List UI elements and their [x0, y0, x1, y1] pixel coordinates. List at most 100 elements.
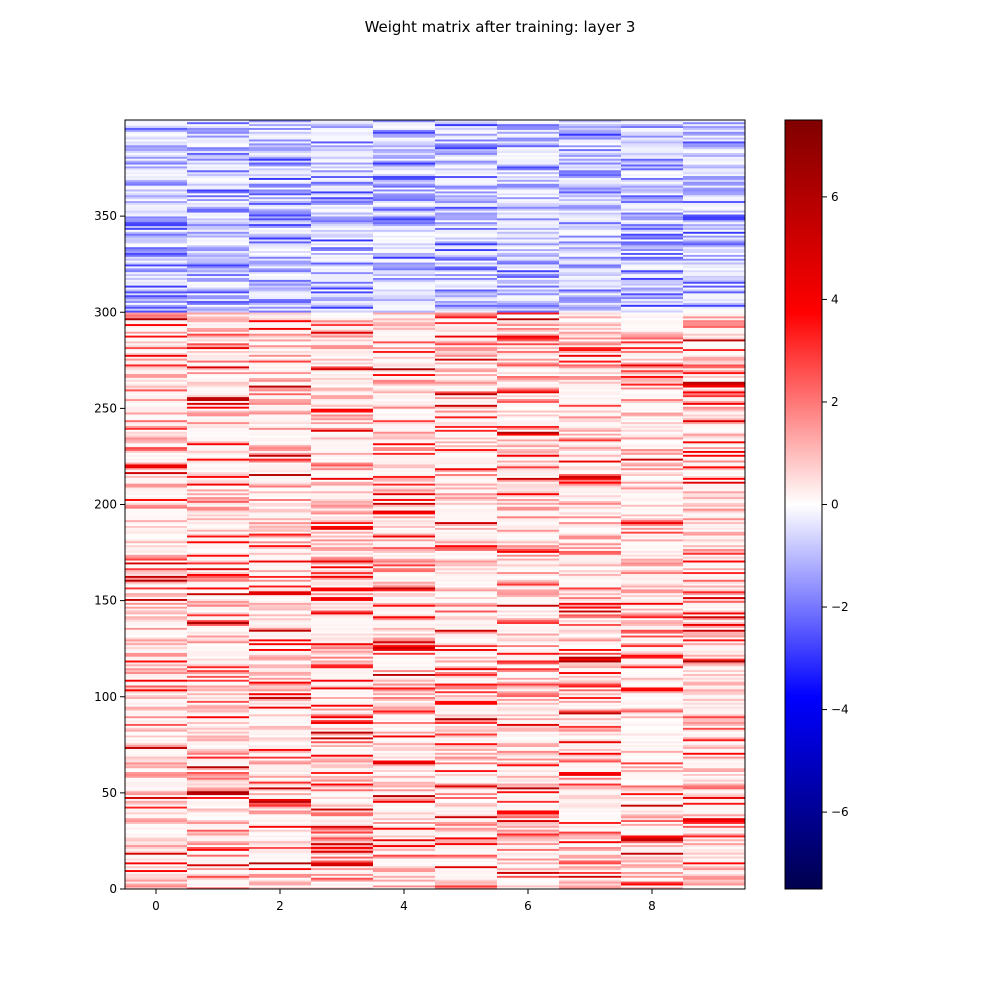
- heatmap-cell: [559, 391, 622, 394]
- heatmap-cell: [187, 250, 250, 253]
- heatmap-cell: [187, 604, 250, 607]
- heatmap-cell: [187, 516, 250, 519]
- heatmap-cell: [435, 519, 498, 523]
- heatmap-cell: [559, 881, 622, 884]
- heatmap-cell: [373, 350, 436, 353]
- heatmap-cell: [497, 683, 560, 686]
- heatmap-cell: [125, 256, 188, 259]
- heatmap-cell: [249, 635, 312, 638]
- heatmap-cell: [125, 429, 188, 432]
- heatmap-cell: [559, 302, 622, 305]
- heatmap-cell: [683, 135, 746, 138]
- heatmap-cell: [683, 396, 746, 400]
- heatmap-cell: [497, 446, 560, 450]
- heatmap-cell: [373, 685, 436, 688]
- heatmap-cell: [435, 489, 498, 492]
- heatmap-cell: [683, 594, 746, 598]
- heatmap-cell: [311, 887, 374, 890]
- heatmap-cell: [497, 210, 560, 213]
- heatmap-cell: [187, 437, 250, 440]
- heatmap-cell: [311, 316, 374, 319]
- heatmap-cell: [683, 879, 746, 882]
- heatmap-cell: [125, 400, 188, 403]
- heatmap-cell: [435, 690, 498, 694]
- heatmap-cell: [497, 373, 560, 376]
- heatmap-cell: [249, 304, 312, 307]
- heatmap-cell: [125, 673, 188, 676]
- heatmap-cell: [621, 719, 684, 723]
- heatmap-cell: [621, 604, 684, 607]
- heatmap-cell: [683, 202, 746, 205]
- heatmap-cell: [621, 789, 684, 792]
- heatmap-cell: [497, 652, 560, 655]
- heatmap-cell: [373, 792, 436, 796]
- heatmap-cell: [249, 492, 312, 496]
- heatmap-cell: [497, 814, 560, 817]
- heatmap-cell: [311, 817, 374, 821]
- heatmap-cell: [435, 389, 498, 392]
- heatmap-cell: [559, 225, 622, 228]
- heatmap-cell: [435, 604, 498, 607]
- heatmap-cell: [435, 808, 498, 811]
- heatmap-cell: [683, 844, 746, 847]
- heatmap-cell: [435, 206, 498, 209]
- heatmap-cell: [311, 702, 374, 705]
- heatmap-cell: [311, 260, 374, 263]
- heatmap-cell: [497, 400, 560, 403]
- heatmap-cell: [621, 773, 684, 776]
- heatmap-cell: [435, 302, 498, 305]
- heatmap-cell: [311, 198, 374, 202]
- heatmap-cell: [683, 608, 746, 611]
- heatmap-cell: [311, 467, 374, 471]
- heatmap-cell: [249, 262, 312, 265]
- heatmap-cell: [311, 412, 374, 415]
- heatmap-cell: [249, 567, 312, 571]
- heatmap-cell: [621, 542, 684, 546]
- heatmap-cell: [249, 523, 312, 526]
- heatmap-cell: [187, 773, 250, 776]
- heatmap-cell: [497, 660, 560, 663]
- heatmap-cell: [187, 144, 250, 148]
- heatmap-cell: [435, 325, 498, 328]
- heatmap-cell: [497, 760, 560, 763]
- heatmap-cell: [559, 648, 622, 651]
- heatmap-cell: [249, 339, 312, 342]
- heatmap-cell: [187, 683, 250, 686]
- heatmap-cell: [311, 158, 374, 161]
- heatmap-cell: [249, 143, 312, 146]
- heatmap-cell: [125, 356, 188, 359]
- heatmap-cell: [435, 275, 498, 278]
- heatmap-cell: [311, 466, 374, 469]
- heatmap-cell: [311, 483, 374, 486]
- heatmap-cell: [683, 416, 746, 419]
- heatmap-cell: [559, 473, 622, 476]
- heatmap-cell: [435, 235, 498, 238]
- heatmap-cell: [621, 510, 684, 513]
- heatmap-cell: [249, 381, 312, 384]
- heatmap-cell: [373, 833, 436, 836]
- heatmap-cell: [683, 264, 746, 267]
- heatmap-cell: [559, 375, 622, 378]
- heatmap-cell: [187, 725, 250, 728]
- heatmap-cell: [311, 289, 374, 292]
- heatmap-cell: [683, 293, 746, 296]
- heatmap-cell: [311, 798, 374, 801]
- heatmap-cell: [311, 454, 374, 457]
- heatmap-cell: [559, 268, 622, 271]
- heatmap-cell: [559, 533, 622, 536]
- heatmap-cell: [683, 193, 746, 196]
- heatmap-cell: [373, 473, 436, 476]
- heatmap-cell: [497, 704, 560, 707]
- heatmap-cell: [187, 452, 250, 455]
- heatmap-cell: [187, 608, 250, 611]
- heatmap-cell: [435, 742, 498, 746]
- heatmap-cell: [435, 669, 498, 673]
- heatmap-cell: [249, 158, 312, 161]
- heatmap-cell: [311, 506, 374, 509]
- heatmap-cell: [187, 168, 250, 171]
- heatmap-cell: [559, 633, 622, 636]
- heatmap-cell: [373, 748, 436, 751]
- heatmap-cell: [187, 266, 250, 269]
- heatmap-cell: [497, 379, 560, 382]
